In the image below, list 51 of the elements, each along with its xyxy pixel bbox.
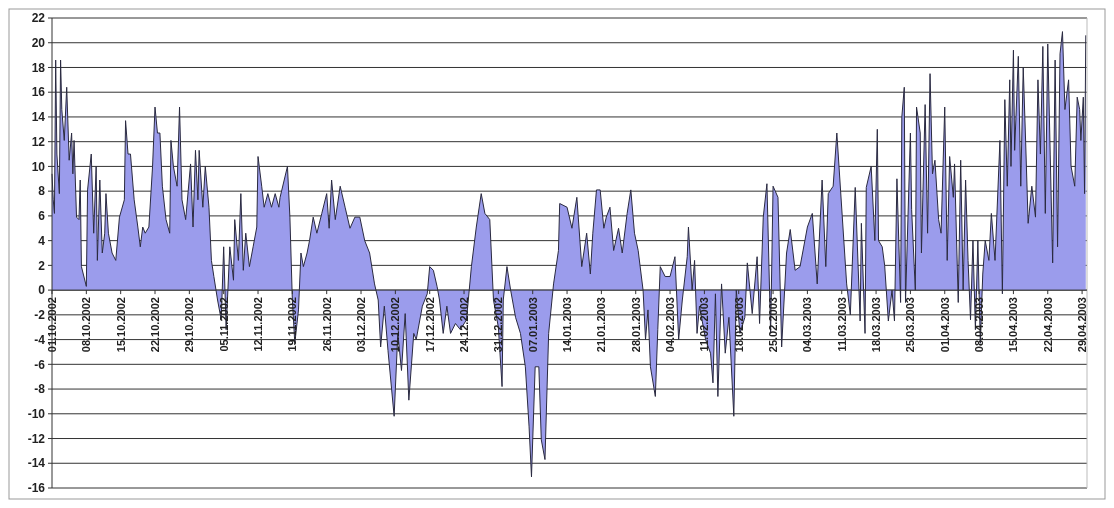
- x-tick-label: 15.04.2003: [1007, 297, 1020, 353]
- y-tick-label: 12: [31, 134, 46, 149]
- y-tick-label: 8: [38, 184, 46, 199]
- x-tick-label: 25.03.2003: [904, 297, 917, 353]
- x-tick-label: 01.04.2003: [938, 297, 951, 353]
- y-tick-label: -14: [27, 456, 46, 471]
- x-tick-label: 24.12.2002: [457, 297, 470, 353]
- y-tick-label: 0: [38, 283, 46, 298]
- x-tick-label: 10.12.2002: [389, 297, 402, 353]
- x-tick-label: 05.11.2002: [217, 297, 230, 352]
- x-tick-label: 19.11.2002: [286, 297, 299, 352]
- x-tick-label: 07.01.2003: [526, 297, 539, 353]
- x-tick-label: 28.01.2003: [629, 297, 642, 353]
- y-tick-label: -16: [27, 481, 46, 496]
- y-tick-label: 10: [31, 159, 46, 174]
- y-tick-label: -8: [34, 382, 46, 397]
- x-tick-label: 12.11.2002: [251, 297, 264, 352]
- x-tick-label: 21.01.2003: [595, 297, 608, 353]
- x-tick-label: 01.10.2002: [45, 297, 58, 353]
- x-tick-label: 18.02.2003: [732, 297, 745, 353]
- y-tick-label: -2: [34, 308, 46, 323]
- y-tick-label: 16: [31, 85, 46, 100]
- x-tick-label: 29.04.2003: [1075, 297, 1088, 353]
- x-tick-label: 11.02.2003: [698, 297, 711, 352]
- y-tick-label: 22: [31, 11, 46, 26]
- y-tick-label: -10: [27, 406, 46, 421]
- x-tick-label: 18.03.2003: [869, 297, 882, 353]
- x-tick-label: 25.02.2003: [766, 297, 779, 353]
- x-tick-label: 04.03.2003: [801, 297, 814, 353]
- y-tick-label: -12: [27, 431, 46, 446]
- x-tick-label: 22.10.2002: [148, 297, 161, 353]
- y-tick-label: -6: [34, 357, 46, 372]
- x-tick-label: 15.10.2002: [114, 297, 127, 353]
- x-tick-label: 26.11.2002: [320, 297, 333, 352]
- y-tick-label: 20: [31, 35, 46, 50]
- y-tick-label: 4: [38, 233, 46, 248]
- x-tick-label: 22.04.2003: [1041, 297, 1054, 353]
- x-tick-label: 03.12.2002: [354, 297, 367, 353]
- y-tick-label: 18: [31, 60, 46, 75]
- x-tick-label: 14.01.2003: [560, 297, 573, 353]
- x-tick-label: 08.04.2003: [972, 297, 985, 353]
- y-tick-label: 6: [38, 209, 46, 224]
- x-tick-label: 29.10.2002: [183, 297, 196, 353]
- x-tick-label: 08.10.2002: [80, 297, 93, 353]
- x-tick-label: 11.03.2003: [835, 297, 848, 352]
- y-tick-label: 2: [38, 258, 46, 273]
- y-tick-label: 14: [31, 110, 46, 125]
- x-tick-label: 04.02.2003: [663, 297, 676, 353]
- x-tick-label: 17.12.2002: [423, 297, 436, 353]
- y-tick-label: -4: [34, 332, 46, 347]
- x-tick-label: 31.12.2002: [492, 297, 505, 353]
